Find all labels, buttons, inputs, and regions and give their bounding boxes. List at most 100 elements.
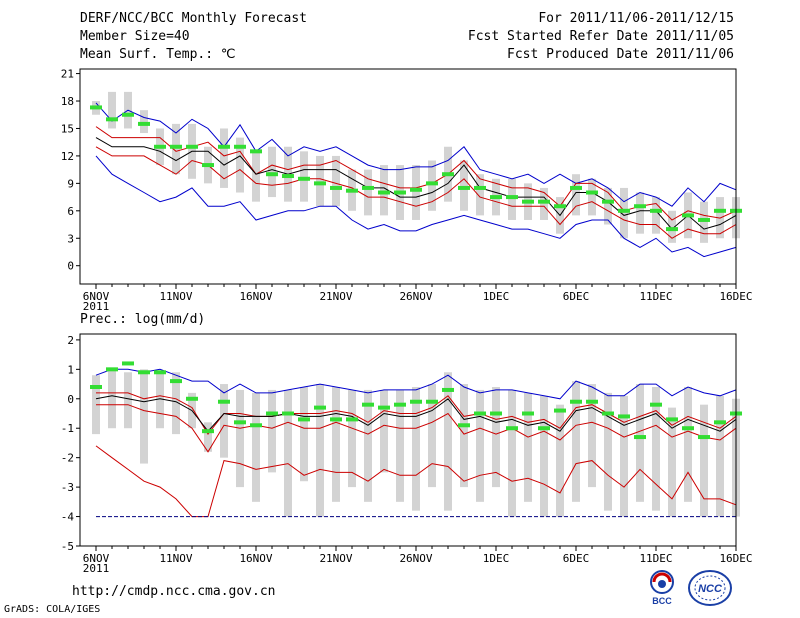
prec-obs-marker [298,417,310,422]
prec-spread-box [508,389,516,517]
temp-spread-box [620,187,628,239]
temp-spread-box [172,123,180,175]
temp-spread-box [700,201,708,243]
prec-spread-box [540,395,548,517]
temp-spread-box [540,187,548,220]
temp-spread-box [300,151,308,202]
prec-obs-marker [266,411,278,416]
variable-label: Mean Surf. Temp.: ℃ [80,47,236,62]
prec-spread-box [284,389,292,517]
member-size: Member Size=40 [80,29,190,44]
prec-y-tick-label: -2 [61,452,74,465]
temp-series-mean [95,137,737,230]
prec-obs-marker [410,399,422,404]
temp-x-tick-label: 6NOV [83,290,110,303]
prec-spread-box [444,372,452,511]
prec-series-min [95,445,737,518]
prec-spread-box [268,389,276,473]
prec-spread-box [236,389,244,488]
prec-y-tick-label: 1 [67,363,74,376]
prec-obs-marker [314,405,326,410]
temp-y-tick-label: 3 [67,232,74,245]
prec-x-tick-label: 16NOV [239,552,272,565]
temp-obs-marker [650,208,662,213]
temp-spread-box [604,187,612,225]
temp-x-tick-label: 11DEC [639,290,672,303]
temp-obs-marker [298,176,310,181]
temp-obs-marker [490,195,502,200]
temp-spread-box [380,165,388,216]
prec-x-tick-label: 6NOV [83,552,110,565]
prec-obs-marker [202,429,214,434]
prec-obs-marker [602,411,614,416]
temp-series-max [95,102,737,207]
temp-x-tick-label: 16DEC [719,290,752,303]
source-url[interactable]: http://cmdp.ncc.cma.gov.cn [72,584,276,599]
prec-x-tick-label: 1DEC [483,552,510,565]
prec-spread-box [556,404,564,517]
temp-obs-marker [714,208,726,213]
prec-obs-marker [426,399,438,404]
prec-obs-marker [538,426,550,431]
bcc-logo-core [658,580,666,588]
temp-y-tick-label: 15 [61,122,74,135]
prec-obs-marker [186,396,198,401]
temp-x-tick-label: 16NOV [239,290,272,303]
temp-spread-box [572,174,580,216]
temp-obs-marker [618,208,630,213]
prec-obs-marker [618,414,630,419]
temp-obs-marker [538,199,550,204]
prec-obs-marker [282,411,294,416]
prec-spread-box [588,384,596,488]
chart-title: DERF/NCC/BCC Monthly Forecast [80,11,307,26]
prec-obs-marker [522,411,534,416]
temp-y-tick-label: 0 [67,260,74,273]
temp-obs-marker [202,163,214,168]
temp-obs-marker [170,144,182,149]
prec-obs-marker [90,385,102,389]
temp-spread-box [220,128,228,188]
temp-x-tick-label: 21NOV [319,290,352,303]
prec-y-tick-label: 2 [67,334,74,347]
prec-series-mean [95,395,737,432]
temp-obs-marker [90,105,102,110]
temp-obs-marker [378,190,390,195]
precip-title: Prec.: log(mm/d) [80,312,205,327]
prec-obs-marker [714,420,726,425]
prec-obs-marker [346,417,358,422]
prec-obs-marker [138,370,150,375]
prec-y-tick-label: -3 [61,481,74,494]
temp-spread-box [460,160,468,211]
prec-x-tick-label: 21NOV [319,552,352,565]
prec-spread-box [492,387,500,488]
temp-x-tick-label: 6DEC [563,290,590,303]
prec-y-tick-label: -1 [61,422,74,435]
prec-plot-frame [79,333,737,547]
temp-obs-marker [666,227,678,232]
bcc-logo-arc [652,572,672,583]
temp-x-year-label: 2011 [83,300,110,313]
prec-obs-marker [650,402,662,407]
temp-obs-marker [442,172,454,177]
prec-obs-marker [250,423,262,428]
prec-spread-box [460,384,468,488]
prec-spread-box [332,387,340,502]
temp-obs-marker [602,199,614,204]
ncc-logo: NCC [688,570,732,606]
temp-spread-box [476,174,484,216]
prec-spread-box [252,392,260,502]
temp-x-tick-label: 1DEC [483,290,510,303]
bcc-logo-text: BCC [652,596,672,606]
temp-spread-box [652,197,660,234]
temp-spread-box [140,110,148,134]
forecast-period: For 2011/11/06-2011/12/15 [538,11,734,26]
prec-y-tick-label: -4 [61,511,75,524]
temp-obs-marker [554,204,566,209]
temp-spread-box [636,192,644,234]
prec-spread-box [204,422,212,452]
prec-x-tick-label: 11NOV [159,552,192,565]
temp-series-min [95,155,737,258]
temp-obs-marker [458,185,470,190]
prec-spread-box [396,389,404,502]
temp-x-tick-label: 11NOV [159,290,192,303]
